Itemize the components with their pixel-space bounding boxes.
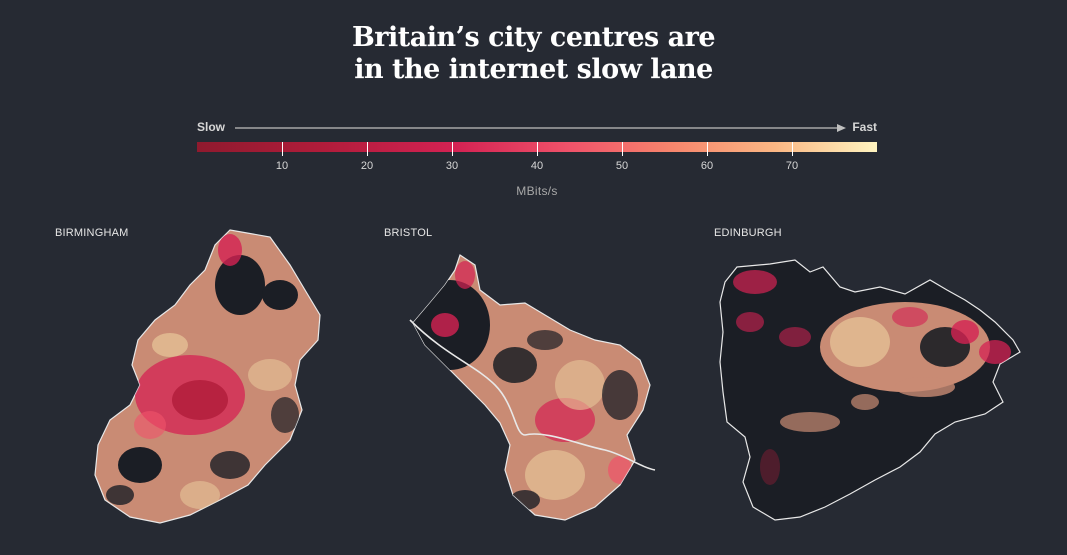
legend-unit: MBits/s	[516, 184, 558, 198]
city-label-edinburgh: EDINBURGH	[714, 227, 782, 239]
map-bristol	[409, 254, 656, 521]
title-line-2: in the internet slow lane	[354, 54, 713, 85]
legend-tick-label: 10	[275, 160, 289, 172]
map-shape	[172, 380, 228, 420]
map-shape	[830, 317, 890, 367]
map-shape	[895, 377, 955, 397]
map-shape	[736, 312, 764, 332]
map-shape	[951, 320, 979, 344]
legend-tick	[707, 142, 708, 156]
map-birmingham	[94, 229, 321, 524]
map-shape	[210, 451, 250, 479]
legend-fast-label: Fast	[852, 120, 877, 134]
map-shape	[733, 270, 777, 294]
map-shape	[455, 261, 475, 289]
legend-tick	[367, 142, 368, 156]
legend-tick-label: 70	[785, 160, 799, 172]
map-shape	[248, 359, 292, 391]
legend-arrow-icon	[235, 124, 846, 132]
map-shape	[760, 449, 780, 485]
map-shape	[510, 490, 540, 510]
legend-tick-label: 60	[700, 160, 714, 172]
map-shape	[409, 319, 656, 471]
map-shape	[271, 397, 299, 433]
map-shape	[851, 394, 879, 410]
city-label-birmingham: BIRMINGHAM	[55, 227, 129, 239]
city-label-bristol: BRISTOL	[384, 227, 433, 239]
map-shape	[780, 412, 840, 432]
page-title: Britain’s city centres are in the intern…	[0, 22, 1067, 86]
map-shape	[106, 485, 134, 505]
map-shape	[134, 411, 166, 439]
map-shape	[218, 234, 242, 266]
map-shape	[152, 333, 188, 357]
legend-tick-label: 40	[530, 160, 544, 172]
title-line-1: Britain’s city centres are	[351, 22, 716, 53]
legend-tick-label: 20	[360, 160, 374, 172]
map-shape	[215, 255, 265, 315]
map-shape	[527, 330, 563, 350]
map-shape	[892, 307, 928, 327]
legend-tick	[622, 142, 623, 156]
legend-slow-label: Slow	[197, 120, 226, 134]
map-shape	[979, 340, 1011, 364]
map-shape	[608, 456, 632, 484]
map-shape	[602, 370, 638, 420]
legend-tick	[282, 142, 283, 156]
map-shape	[118, 447, 162, 483]
map-shape	[180, 481, 220, 509]
map-shape	[555, 360, 605, 410]
legend-tick	[452, 142, 453, 156]
map-shape	[262, 280, 298, 310]
map-shape	[493, 347, 537, 383]
map-shape	[431, 313, 459, 337]
legend-tick-label: 30	[445, 160, 459, 172]
legend-tick-label: 50	[615, 160, 629, 172]
legend-tick	[792, 142, 793, 156]
speed-legend: Slow Fast 10 20 30 40 50 60 70 MBits/s	[197, 118, 877, 198]
map-edinburgh	[719, 259, 1021, 521]
map-shape	[779, 327, 811, 347]
legend-tick	[537, 142, 538, 156]
map-shape	[525, 450, 585, 500]
